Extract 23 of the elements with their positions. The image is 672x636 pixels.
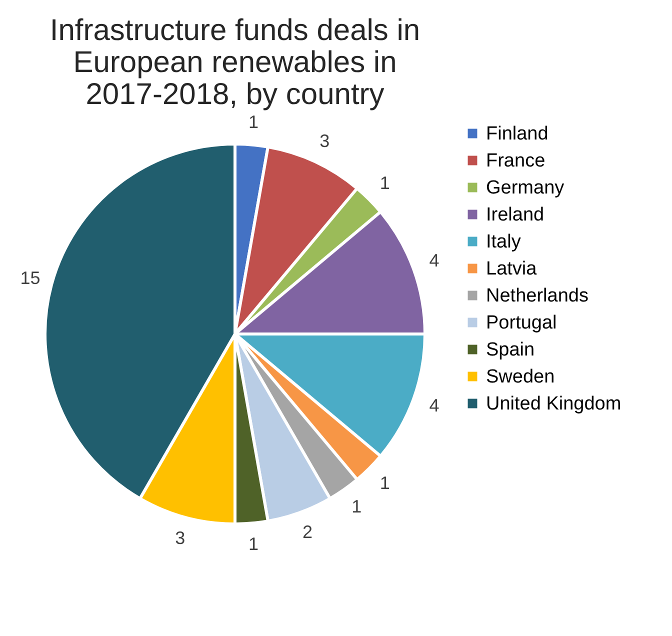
legend-label: Germany [486, 178, 565, 198]
data-label: 1 [380, 472, 390, 493]
legend-label: Italy [486, 232, 522, 252]
legend-label: Spain [486, 340, 535, 360]
legend-label: France [486, 150, 546, 172]
data-label: 3 [320, 130, 330, 151]
data-label: 1 [248, 112, 258, 132]
chart-title: Infrastructure funds deals in European renewables in 2017-2018, by country [50, 14, 420, 111]
data-label: 4 [429, 250, 440, 270]
data-label: 2 [302, 522, 313, 542]
data-label: 1 [352, 496, 362, 517]
legend-label: Ireland [486, 204, 544, 226]
data-label: 3 [175, 528, 186, 548]
legend-label: Netherlands [486, 286, 588, 306]
data-label: 1 [248, 534, 258, 554]
legend-label: United Kingdom [486, 394, 622, 414]
legend-label: Finland [486, 124, 548, 144]
legend-label: Portugal [486, 312, 557, 334]
data-label: 15 [20, 268, 40, 288]
data-label: 1 [380, 173, 390, 194]
data-label: 4 [429, 396, 440, 416]
legend-label: Sweden [486, 366, 555, 388]
legend-label: Latvia [486, 258, 538, 280]
